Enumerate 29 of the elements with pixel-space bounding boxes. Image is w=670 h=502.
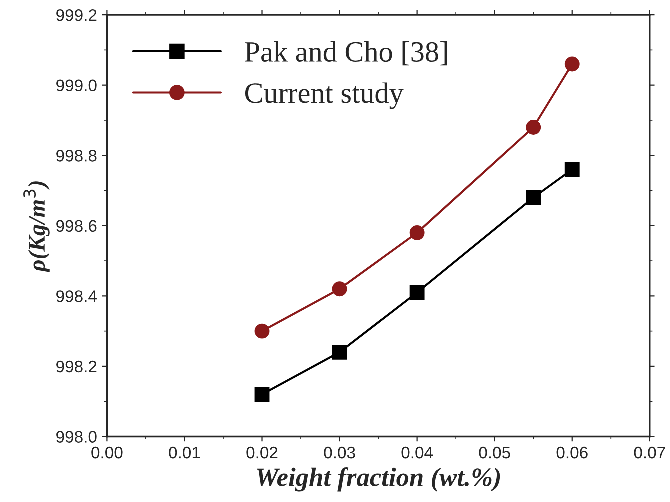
y-tick-label: 998.8 — [56, 150, 97, 162]
y-tick-label: 998.0 — [56, 431, 97, 443]
x-tick-label: 0.07 — [634, 446, 666, 459]
point — [564, 162, 580, 178]
point — [410, 225, 425, 240]
point — [332, 344, 348, 360]
y-tick-label: 999.2 — [56, 9, 97, 22]
x-tick-label: 0.02 — [246, 446, 278, 459]
x-tick-label: 0.03 — [324, 446, 356, 459]
y-tick-label: 999.0 — [56, 80, 97, 92]
x-tick-label: 0.06 — [556, 446, 588, 459]
legend-label: Current study — [245, 82, 404, 110]
point — [254, 387, 270, 402]
point — [526, 190, 542, 206]
x-tick-label: 0.00 — [92, 446, 123, 459]
y-tick-label: 998.4 — [56, 290, 97, 302]
point — [332, 282, 348, 297]
y-axis-title: ρ(Kg/m$^{3}$) — [24, 182, 50, 272]
point — [410, 285, 425, 300]
x-tick-label: 0.04 — [402, 446, 434, 459]
point — [564, 56, 580, 72]
point — [254, 324, 270, 339]
point — [526, 120, 542, 135]
x-axis-title: Weight fraction (wt.%) — [257, 468, 500, 492]
y-tick-label: 998.2 — [56, 360, 97, 373]
x-tick-label: 0.01 — [169, 446, 200, 459]
legend-label: Pak and Cho [38] — [245, 41, 448, 66]
y-tick-label: 998.6 — [56, 220, 97, 232]
x-tick-label: 0.05 — [479, 446, 510, 459]
